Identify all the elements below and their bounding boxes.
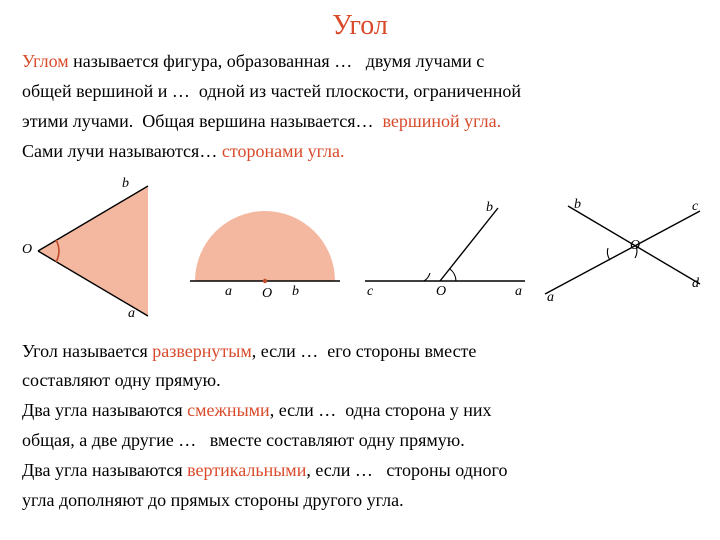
d3-label-c: c [367, 284, 373, 300]
t-p9d: стороны одного [386, 460, 507, 480]
d1-label-a: a [128, 306, 135, 322]
def-smezh-line2: общая, а две другие … вместе составляют … [22, 427, 698, 455]
d4-label-c: c [692, 199, 698, 215]
d2-label-b: b [292, 284, 299, 300]
t-p5d: его стороны вместе [327, 341, 476, 361]
def-angle-line3: этими лучами. Общая вершина называется… … [22, 108, 698, 136]
t-p2a: общей вершиной и … [22, 81, 190, 101]
t-p9b: вертикальными [187, 460, 306, 480]
diagram-vertical [540, 176, 710, 326]
t-p3a: этими лучами. [22, 111, 133, 131]
definitions-block: Углом называется фигура, образованная … … [0, 48, 720, 166]
diagram-semicircle [180, 176, 350, 326]
def-vert-line2: угла дополняют до прямых стороны другого… [22, 487, 698, 515]
t-p1c: двумя лучами с [366, 51, 485, 71]
def-angle-line2: общей вершиной и … одной из частей плоск… [22, 78, 698, 106]
d3-label-a: a [515, 284, 522, 300]
def-razv-line2: составляют одну прямую. [22, 367, 698, 395]
t-p8a: общая, а две другие … [22, 430, 196, 450]
t-p8b: вместе составляют одну прямую. [210, 430, 465, 450]
t-p10: угла дополняют до прямых стороны другого… [22, 490, 404, 510]
d4-label-O: O [630, 238, 640, 254]
t-p1b: называется фигура, образованная … [69, 51, 353, 71]
diagram-angle [20, 176, 170, 326]
t-p5b: развернутым [152, 341, 251, 361]
word-uglom: Углом [22, 51, 69, 71]
d3-label-O: O [436, 284, 446, 300]
t-p4a: Сами лучи называются… [22, 141, 217, 161]
t-p3b: Общая вершина называется… [142, 111, 373, 131]
d4-label-d: d [692, 276, 699, 292]
t-p7a: Два угла называются [22, 400, 187, 420]
d3-label-b: b [486, 200, 493, 216]
t-p6: составляют одну прямую. [22, 370, 221, 390]
d4-label-a: a [547, 290, 554, 306]
def-vert-line1: Два угла называются вертикальными, если … [22, 457, 698, 485]
d2-label-O: O [262, 286, 272, 302]
d2-label-a: a [225, 284, 232, 300]
d1-label-O: O [22, 242, 32, 258]
page-title: Угол [0, 0, 720, 48]
def-angle-line4: Сами лучи называются… сторонами угла. [22, 138, 698, 166]
diagrams-row: O b a O a b O c a b O a b c d [20, 176, 700, 326]
diagram-adjacent [360, 176, 530, 326]
t-p2b: одной из частей плоскости, ограниченной [199, 81, 521, 101]
def-smezh-line1: Два угла называются смежными, если … одн… [22, 397, 698, 425]
t-p5c: , если … [252, 341, 319, 361]
def-razv-line1: Угол называется развернутым, если … его … [22, 338, 698, 366]
t-p7d: одна сторона у них [345, 400, 491, 420]
t-p5a: Угол называется [22, 341, 152, 361]
definitions-block-2: Угол называется развернутым, если … его … [0, 338, 720, 515]
d4-label-b: b [574, 197, 581, 213]
t-p7b: смежными [187, 400, 270, 420]
def-angle-line1: Углом называется фигура, образованная … … [22, 48, 698, 76]
t-p7c: , если … [270, 400, 337, 420]
t-p3c: вершиной угла. [383, 111, 502, 131]
t-p9a: Два угла называются [22, 460, 187, 480]
d1-label-b: b [122, 176, 129, 192]
t-p4b: сторонами угла. [222, 141, 345, 161]
t-p9c: , если … [306, 460, 373, 480]
